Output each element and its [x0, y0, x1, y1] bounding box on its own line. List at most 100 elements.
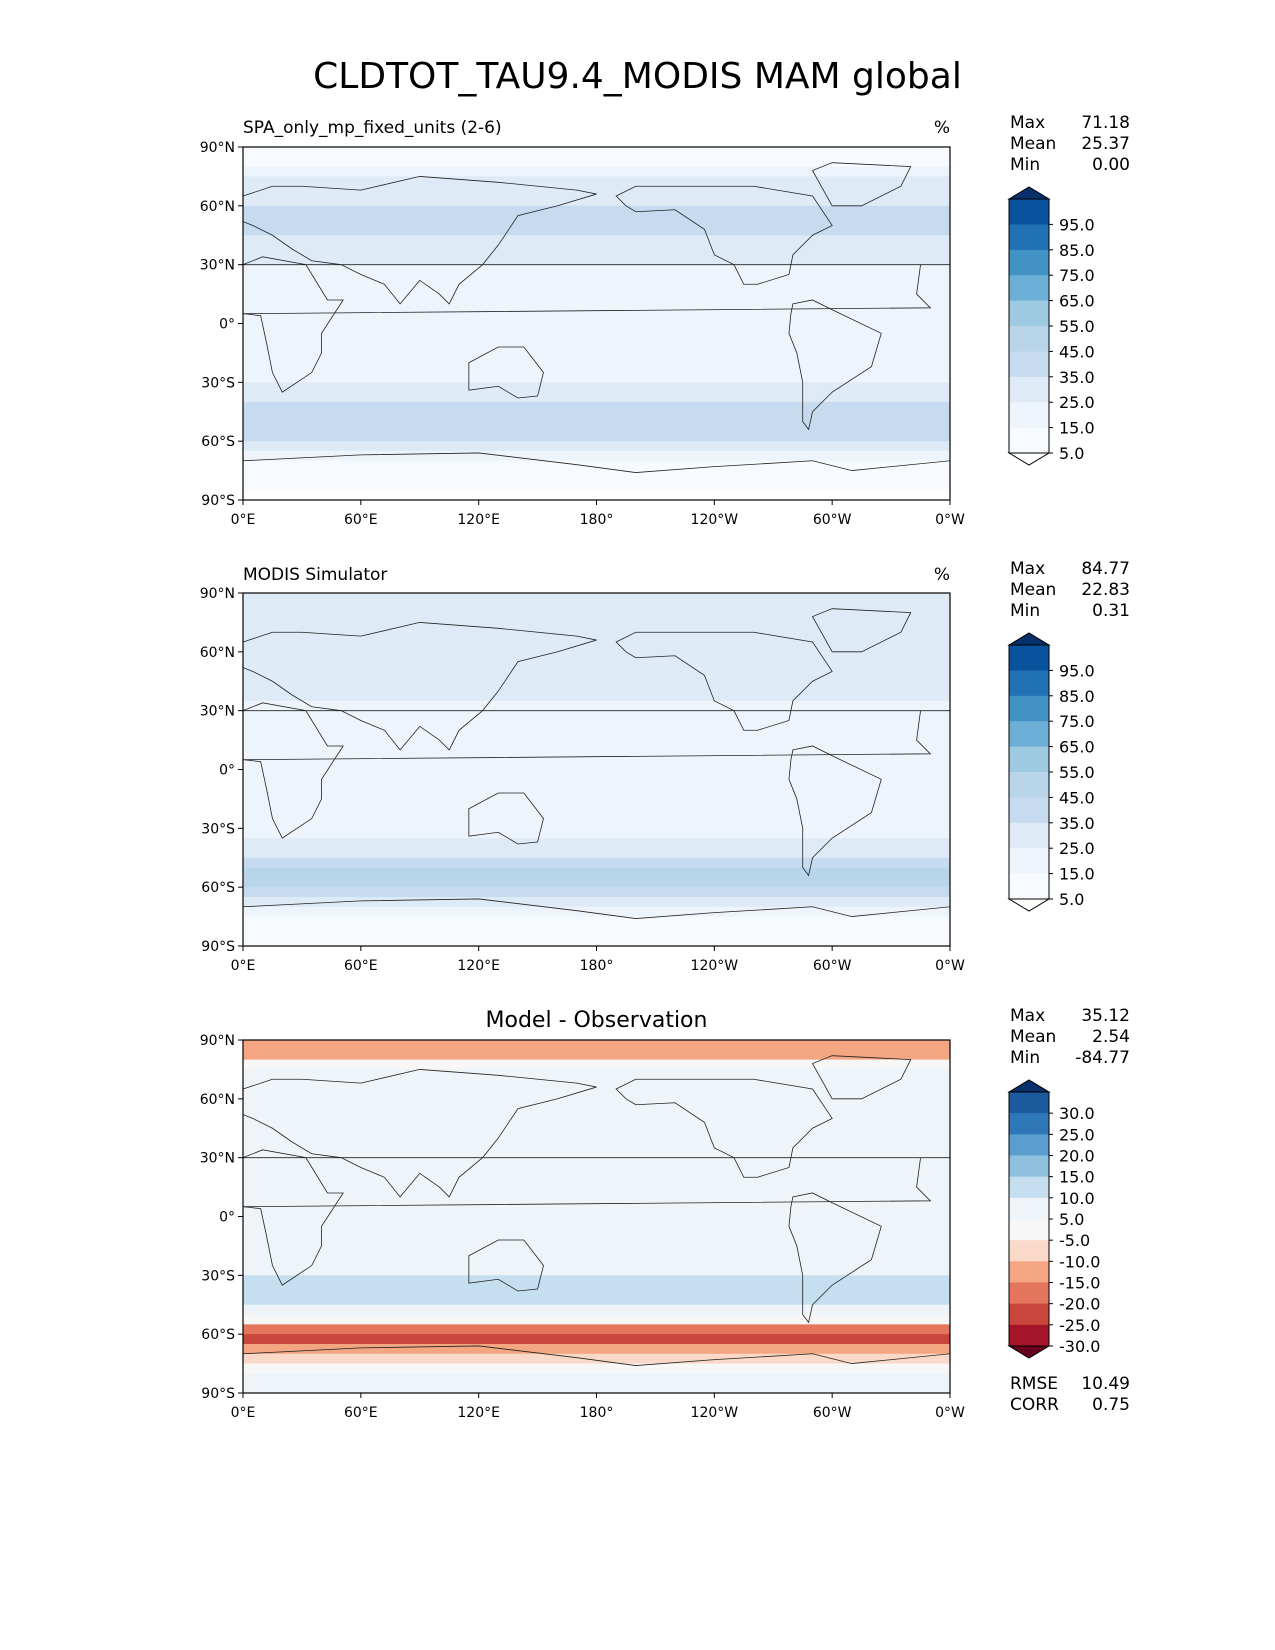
field-band	[243, 264, 950, 275]
field-band	[243, 1353, 950, 1365]
coastline	[811, 608, 912, 653]
panel-units: %	[934, 118, 950, 138]
coastline	[468, 792, 544, 845]
field-band	[243, 441, 950, 452]
field-band	[243, 1167, 950, 1178]
field-band	[243, 661, 950, 672]
field-band	[243, 700, 950, 712]
coastline	[788, 745, 882, 877]
colorbar-extend-min	[1007, 898, 1051, 912]
colorbar-segment	[1009, 670, 1049, 697]
lat-tick-label: 60°S	[201, 1327, 235, 1343]
lon-tick-label: 60°W	[813, 512, 852, 528]
colorbar-segment	[1009, 1092, 1049, 1114]
colorbar-segment	[1009, 1197, 1049, 1220]
field-band	[243, 401, 950, 413]
field-band	[243, 333, 950, 344]
figure-title: CLDTOT_TAU9.4_MODIS MAM global	[313, 56, 962, 97]
lon-tick-label: 120°E	[457, 512, 500, 528]
field-band	[243, 1236, 950, 1247]
field-band	[243, 691, 950, 702]
field-band	[243, 847, 950, 859]
coastline	[811, 1055, 912, 1100]
lat-tick-label: 90°N	[200, 140, 235, 156]
colorbar-segment	[1009, 1303, 1049, 1326]
colorbar-tick-label: -20.0	[1059, 1295, 1100, 1314]
field-band	[243, 1049, 950, 1061]
colorbar-segment	[1009, 1155, 1049, 1178]
colorbar-tick-label: 25.0	[1059, 1125, 1095, 1144]
footer-stat-value: 0.75	[1092, 1395, 1130, 1415]
lat-tick-label: 60°N	[200, 199, 235, 215]
field-band	[243, 1294, 950, 1306]
lon-tick-label: 120°W	[691, 512, 739, 528]
stat-value: 84.77	[1081, 559, 1130, 579]
stat-label: Min	[1010, 1048, 1040, 1068]
colorbar-segment	[1009, 275, 1049, 302]
colorbar-segment	[1009, 1240, 1049, 1262]
lon-tick-label: 120°W	[691, 1405, 739, 1421]
field-band	[243, 1138, 950, 1149]
map-panel-3: 90°N 60°N 30°N 0° 30°S 60°S 90°S 0°E 60°E 120°E 18…	[200, 1006, 1130, 1421]
field-band	[243, 1108, 950, 1119]
colorbar-tick-label: -5.0	[1059, 1231, 1090, 1250]
lat-tick-label: 90°S	[201, 493, 235, 509]
colorbar-tick-label: 75.0	[1059, 266, 1095, 285]
lat-tick-label: 0°	[219, 317, 235, 333]
coastline	[468, 1239, 544, 1292]
field-band	[243, 245, 950, 256]
stat-label: Min	[1010, 155, 1040, 175]
colorbar-tick-label: 45.0	[1059, 788, 1095, 807]
field-band	[243, 205, 950, 217]
stat-value: 35.12	[1081, 1006, 1130, 1026]
field-band	[243, 1079, 950, 1090]
field-band	[243, 720, 950, 731]
coastline	[242, 622, 597, 751]
field-band	[243, 392, 950, 403]
field-band	[243, 1226, 950, 1237]
colorbar-segment	[1009, 695, 1049, 722]
coastline	[242, 702, 950, 839]
colorbar-extend-max	[1007, 186, 1051, 200]
field-band	[243, 828, 950, 839]
field-band	[243, 632, 950, 643]
field-band	[243, 779, 950, 790]
stat-label: Mean	[1010, 134, 1056, 154]
field-band	[243, 313, 950, 324]
field-band	[243, 196, 950, 207]
field-band	[243, 602, 950, 614]
stat-value: 71.18	[1081, 113, 1130, 133]
stat-label: Max	[1010, 113, 1045, 133]
colorbar-tick-label: 85.0	[1059, 241, 1095, 260]
stat-value: 25.37	[1081, 134, 1130, 154]
stat-label: Max	[1010, 559, 1045, 579]
field-band	[243, 1216, 950, 1227]
field-band	[243, 936, 950, 947]
colorbar-segment	[1009, 199, 1049, 225]
colorbar-segment	[1009, 224, 1049, 251]
field-band	[243, 303, 950, 315]
field-band	[243, 352, 950, 364]
field-band	[243, 1383, 950, 1394]
field-band	[243, 749, 950, 761]
field-band	[243, 382, 950, 393]
field-band	[243, 1324, 950, 1335]
lat-tick-label: 90°N	[200, 586, 235, 602]
colorbar-segment	[1009, 1176, 1049, 1199]
field-band	[243, 1098, 950, 1110]
stat-value: 0.31	[1092, 601, 1130, 621]
stat-value: 22.83	[1081, 580, 1130, 600]
field-band	[243, 1363, 950, 1374]
lon-tick-label: 0°E	[231, 1405, 256, 1421]
colorbar-extend-max	[1007, 632, 1051, 646]
colorbar-tick-label: 15.0	[1059, 419, 1095, 438]
colorbar-extend-min	[1007, 452, 1051, 466]
colorbar-segment	[1009, 645, 1049, 671]
colorbar-tick-label: 65.0	[1059, 292, 1095, 311]
lat-tick-label: 90°S	[201, 1386, 235, 1402]
field-band	[243, 421, 950, 432]
lon-tick-label: 180°	[580, 512, 614, 528]
colorbar-segment	[1009, 746, 1049, 773]
field-band	[243, 1187, 950, 1198]
footer-stat-value: 10.49	[1081, 1374, 1130, 1394]
